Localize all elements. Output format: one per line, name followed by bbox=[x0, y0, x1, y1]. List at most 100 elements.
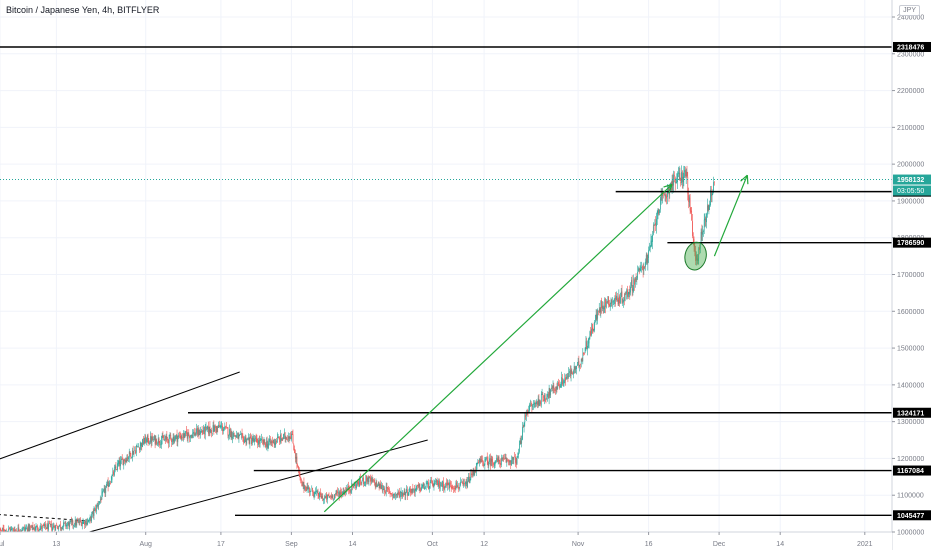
candle-body bbox=[112, 475, 113, 480]
candle bbox=[55, 525, 56, 531]
candle-body bbox=[150, 436, 151, 442]
candle-body bbox=[157, 444, 158, 445]
candle-body bbox=[596, 315, 597, 320]
candle bbox=[369, 476, 370, 478]
candle bbox=[40, 523, 41, 531]
candle-body bbox=[393, 494, 394, 497]
candle bbox=[209, 427, 210, 437]
candle-body bbox=[416, 488, 417, 490]
candle bbox=[334, 494, 335, 500]
candle bbox=[282, 438, 283, 441]
candle-body bbox=[629, 292, 630, 294]
candle-body bbox=[282, 438, 283, 439]
candle bbox=[146, 437, 147, 445]
candle-body bbox=[539, 399, 540, 405]
candle bbox=[563, 379, 564, 387]
candle-body bbox=[705, 219, 706, 222]
candle-body bbox=[497, 458, 498, 462]
candle bbox=[553, 380, 554, 393]
candle-body bbox=[238, 433, 239, 439]
candle-body bbox=[412, 488, 413, 490]
candle-body bbox=[362, 481, 363, 483]
candle-body bbox=[499, 461, 500, 464]
candle bbox=[461, 479, 462, 482]
candle-body bbox=[375, 483, 376, 487]
candle-body bbox=[590, 332, 591, 339]
candle-body bbox=[175, 436, 176, 439]
candle-body bbox=[496, 458, 497, 461]
candle-body bbox=[492, 461, 493, 463]
candle-body bbox=[555, 389, 556, 391]
candle-body bbox=[618, 300, 619, 305]
candle bbox=[380, 480, 381, 489]
candle bbox=[481, 455, 482, 462]
candle-body bbox=[637, 272, 638, 278]
candle-body bbox=[565, 377, 566, 380]
candle bbox=[283, 434, 284, 440]
candle bbox=[130, 453, 131, 459]
candle-body bbox=[116, 466, 117, 468]
candle-body bbox=[521, 441, 522, 444]
candle bbox=[271, 440, 272, 446]
price-tick-label: 1200000 bbox=[897, 456, 924, 463]
candle bbox=[521, 436, 522, 444]
candle-body bbox=[202, 431, 203, 432]
candle bbox=[362, 477, 363, 481]
candle-body bbox=[324, 498, 325, 500]
candle bbox=[677, 171, 678, 189]
candle-body bbox=[414, 489, 415, 492]
candle-body bbox=[38, 530, 39, 531]
candle bbox=[425, 486, 426, 489]
candle-body bbox=[608, 297, 609, 305]
candle bbox=[524, 422, 525, 433]
candle-body bbox=[579, 365, 580, 366]
time-tick-label: Jul bbox=[0, 541, 5, 548]
candle-body bbox=[271, 441, 272, 443]
candle bbox=[267, 436, 268, 448]
candle-body bbox=[582, 354, 583, 362]
candle-body bbox=[506, 458, 507, 463]
candle bbox=[586, 338, 587, 350]
candle bbox=[571, 366, 572, 382]
candle bbox=[593, 323, 594, 334]
candle-body bbox=[279, 438, 280, 442]
candle-body bbox=[638, 268, 639, 271]
candle-body bbox=[242, 435, 243, 437]
candle bbox=[222, 423, 223, 435]
candle bbox=[575, 366, 576, 373]
candle bbox=[255, 436, 256, 442]
candle bbox=[206, 422, 207, 431]
candle bbox=[186, 426, 187, 436]
candle bbox=[453, 486, 454, 493]
candle bbox=[87, 519, 88, 525]
candle bbox=[402, 490, 403, 499]
candle bbox=[577, 362, 578, 366]
candle-body bbox=[615, 297, 616, 301]
candle bbox=[269, 435, 270, 445]
candle bbox=[315, 487, 316, 494]
candle bbox=[264, 439, 265, 445]
candle-body bbox=[78, 521, 79, 522]
candle-body bbox=[162, 436, 163, 440]
candle-body bbox=[647, 254, 648, 262]
candle bbox=[293, 429, 294, 443]
currency-badge[interactable]: JPY bbox=[899, 5, 920, 16]
candle-body bbox=[713, 182, 714, 191]
candle-body bbox=[538, 398, 539, 404]
candle-body bbox=[268, 442, 269, 444]
candle bbox=[614, 298, 615, 307]
candle-body bbox=[435, 481, 436, 482]
candle-body bbox=[488, 460, 489, 465]
candle-body bbox=[477, 463, 478, 466]
candle-body bbox=[164, 439, 165, 440]
candle bbox=[224, 423, 225, 430]
badge-label: 1958132 bbox=[897, 177, 924, 184]
candle bbox=[190, 435, 191, 442]
candle-body bbox=[289, 437, 290, 439]
candle bbox=[592, 324, 593, 334]
candle-body bbox=[88, 521, 89, 522]
time-axis[interactable]: Jul13Aug17Sep14Oct12Nov16Dec14202118 bbox=[0, 532, 932, 550]
candle bbox=[233, 431, 234, 439]
